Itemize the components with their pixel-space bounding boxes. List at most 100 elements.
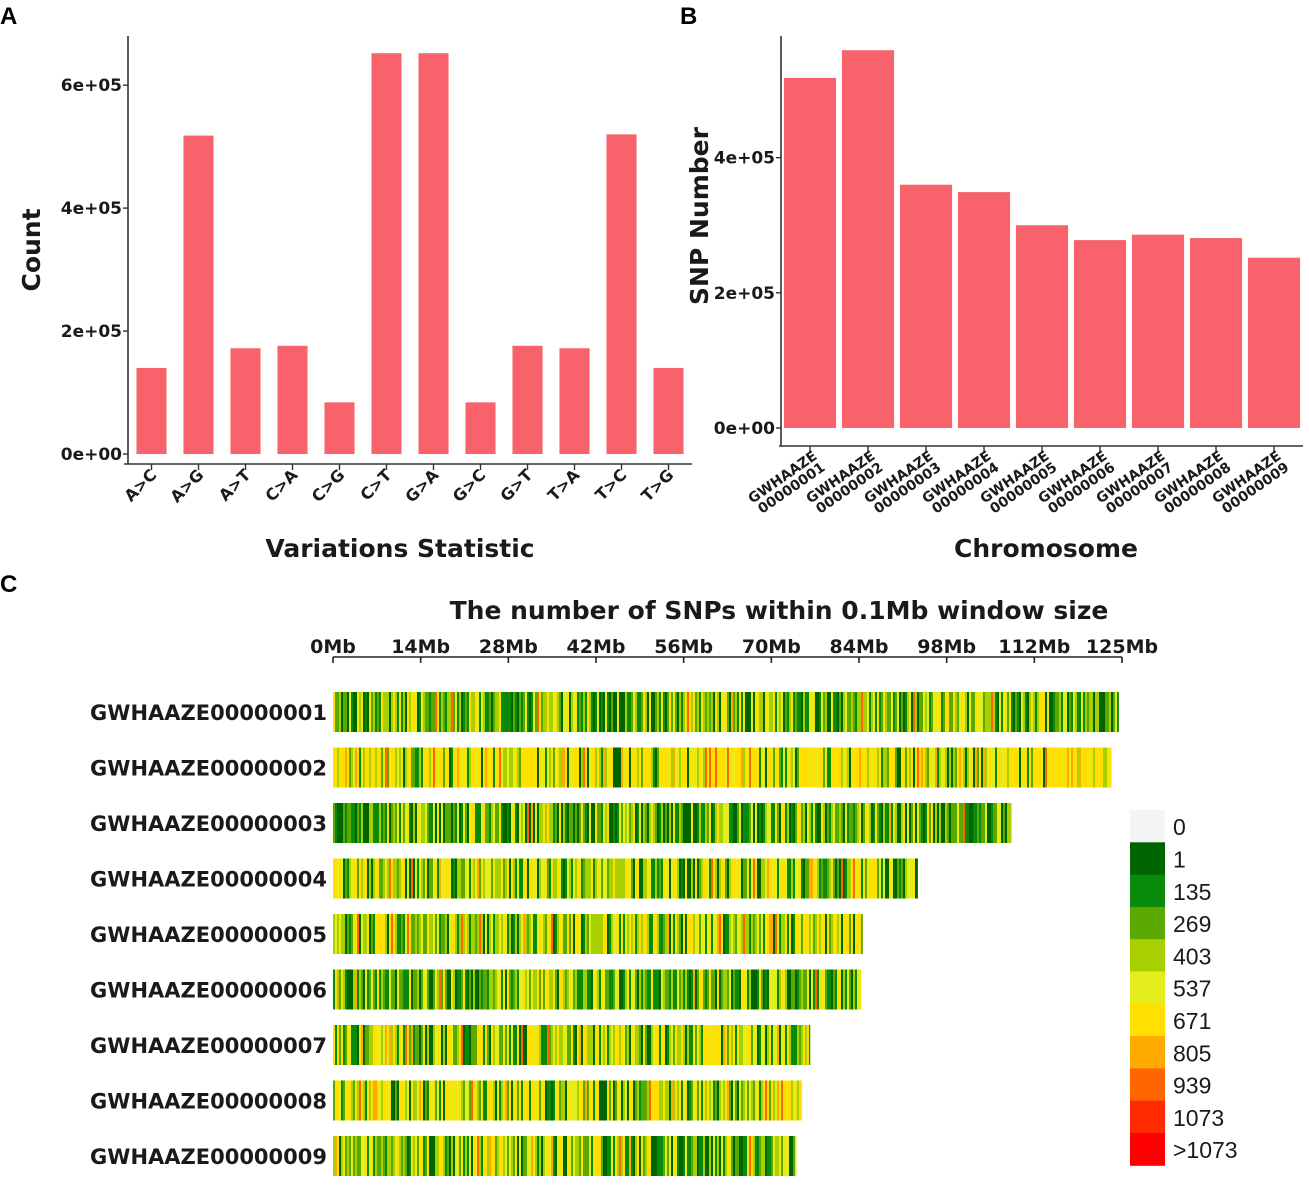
snp-window — [919, 692, 921, 732]
snp-window — [519, 1080, 521, 1121]
snp-window — [579, 747, 581, 788]
snp-window — [883, 803, 885, 843]
snp-window — [529, 969, 531, 1010]
snp-window — [953, 803, 955, 843]
snp-window — [361, 858, 363, 899]
snp-window — [819, 692, 821, 732]
snp-window — [745, 914, 747, 954]
snp-window — [677, 1080, 679, 1121]
snp-window — [513, 1136, 515, 1176]
snp-window — [709, 914, 711, 954]
snp-window — [363, 803, 365, 843]
snp-window — [377, 747, 379, 788]
snp-window — [669, 914, 671, 954]
snp-window — [453, 747, 455, 788]
snp-window — [663, 914, 665, 954]
snp-window — [401, 692, 403, 732]
snp-window — [1015, 747, 1017, 788]
snp-window — [1019, 692, 1021, 732]
snp-window — [547, 1025, 549, 1065]
snp-window — [579, 914, 581, 954]
snp-window — [751, 1025, 753, 1065]
snp-window — [821, 969, 823, 1010]
snp-window — [347, 858, 349, 899]
snp-window — [661, 692, 663, 732]
snp-window — [839, 747, 841, 788]
bar-T-to-C — [606, 134, 637, 454]
snp-window — [461, 1136, 463, 1176]
snp-window — [847, 803, 849, 843]
snp-window — [505, 1136, 507, 1176]
snp-window — [801, 969, 803, 1010]
snp-window — [571, 914, 573, 954]
snp-window — [407, 1136, 409, 1176]
legend-label: 805 — [1173, 1040, 1211, 1066]
snp-window — [513, 803, 515, 843]
snp-window — [547, 1080, 549, 1121]
snp-window — [547, 692, 549, 732]
snp-window — [707, 858, 709, 899]
snp-window — [735, 1080, 737, 1121]
snp-window — [483, 692, 485, 732]
snp-window — [977, 747, 979, 788]
snp-window — [775, 803, 777, 843]
snp-window — [511, 1080, 513, 1121]
snp-window — [417, 969, 419, 1010]
snp-window — [589, 1136, 591, 1176]
snp-window — [721, 1136, 723, 1176]
snp-window — [535, 747, 537, 788]
snp-window — [1067, 692, 1069, 732]
snp-window — [489, 747, 491, 788]
snp-window — [879, 803, 881, 843]
snp-window — [381, 969, 383, 1010]
snp-window — [685, 914, 687, 954]
snp-window — [527, 969, 529, 1010]
snp-window — [767, 747, 769, 788]
snp-window — [755, 1136, 757, 1176]
snp-window — [985, 692, 987, 732]
snp-window — [1049, 692, 1051, 732]
bar-C-to-T — [371, 53, 402, 455]
snp-window — [537, 858, 539, 899]
snp-window — [461, 747, 463, 788]
snp-window — [691, 1136, 693, 1176]
snp-window — [835, 692, 837, 732]
snp-window — [697, 969, 699, 1010]
snp-window — [1021, 747, 1023, 788]
snp-window — [1089, 692, 1091, 732]
snp-window — [857, 858, 859, 899]
snp-window — [753, 969, 755, 1010]
snp-window — [367, 914, 369, 954]
chromosome-row: GWHAAZE00000007 — [90, 1025, 811, 1065]
snp-window — [625, 914, 627, 954]
snp-window — [835, 747, 837, 788]
snp-window — [403, 692, 405, 732]
snp-window — [779, 1080, 781, 1121]
snp-window — [807, 803, 809, 843]
snp-window — [623, 1136, 625, 1176]
snp-window — [491, 747, 493, 788]
snp-window — [787, 914, 789, 954]
snp-window — [609, 1080, 611, 1121]
snp-window — [411, 1080, 413, 1121]
snp-window — [397, 1080, 399, 1121]
snp-window — [373, 969, 375, 1010]
snp-window — [1043, 747, 1045, 788]
snp-window — [745, 747, 747, 788]
snp-window — [999, 747, 1001, 788]
legend-swatch — [1130, 1003, 1165, 1037]
snp-window — [453, 969, 455, 1010]
snp-window — [1003, 747, 1005, 788]
snp-window — [763, 803, 765, 843]
snp-window — [1051, 692, 1053, 732]
snp-window — [497, 858, 499, 899]
snp-window — [589, 803, 591, 843]
snp-window — [683, 914, 685, 954]
snp-window — [385, 858, 387, 899]
snp-window — [447, 747, 449, 788]
snp-window — [553, 969, 555, 1010]
snp-window — [813, 803, 815, 843]
snp-window — [567, 692, 569, 732]
snp-window — [565, 969, 567, 1010]
snp-window — [491, 803, 493, 843]
